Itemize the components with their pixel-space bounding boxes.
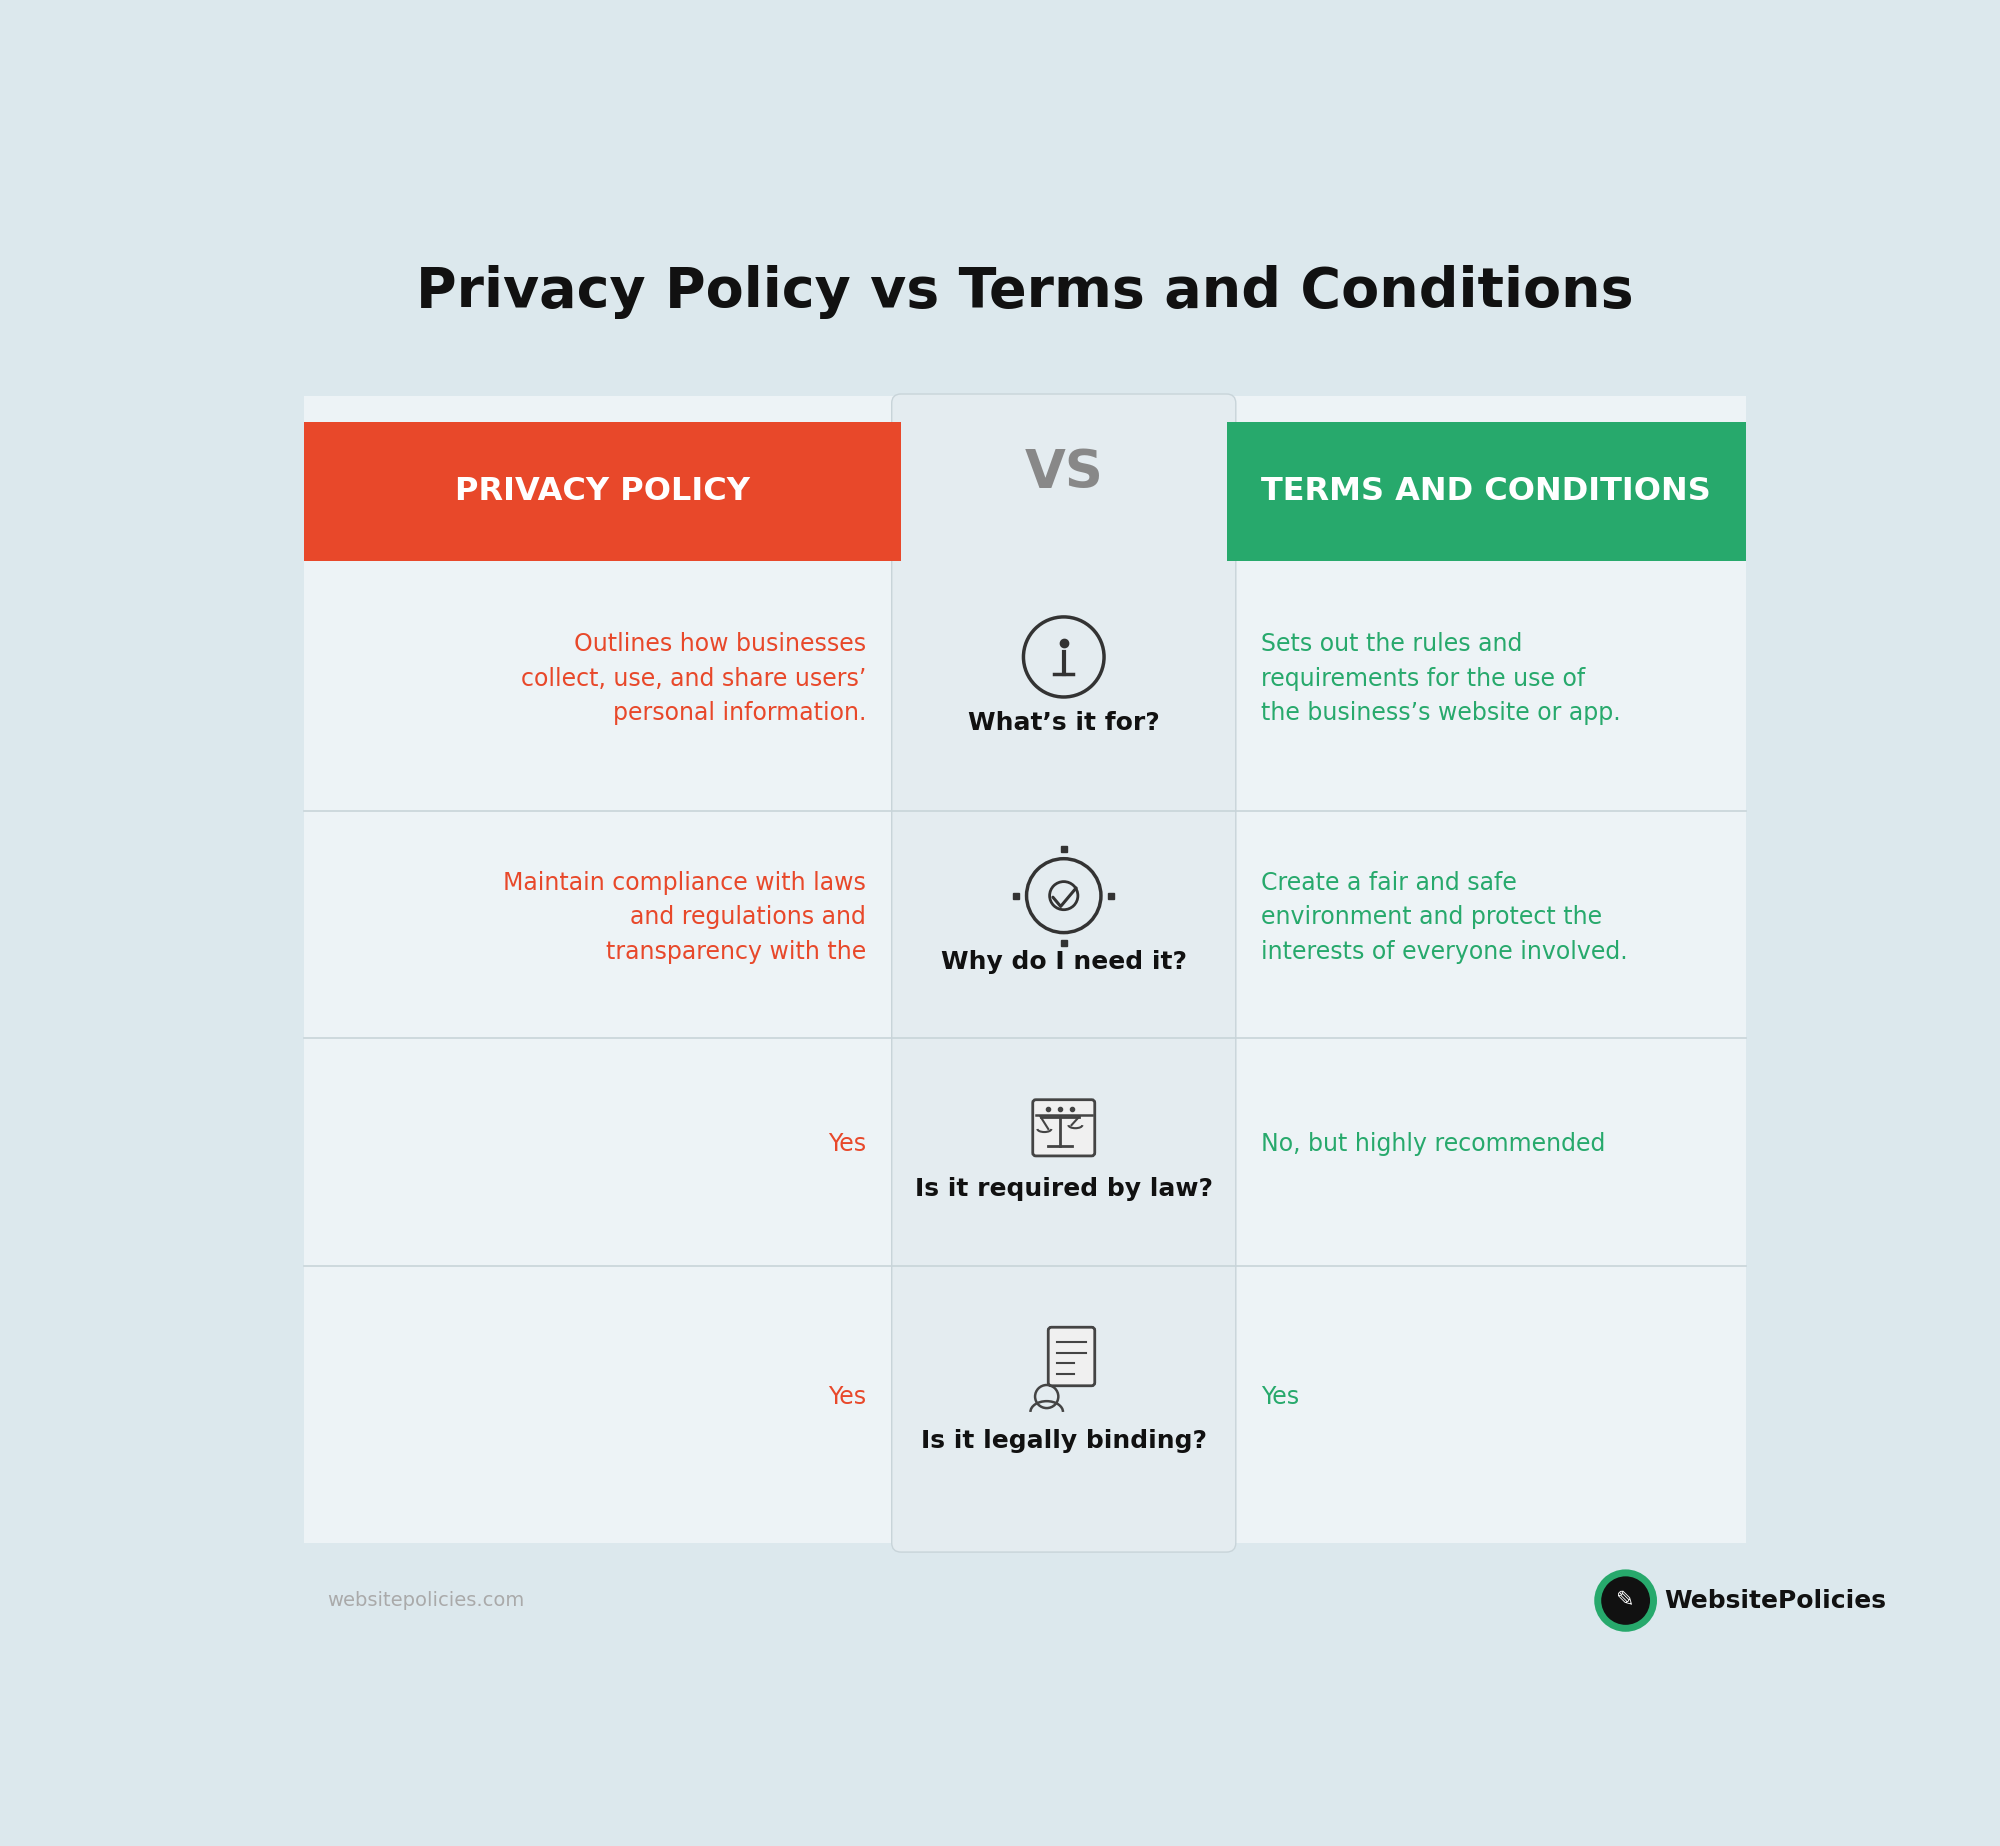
Text: TERMS AND CONDITIONS: TERMS AND CONDITIONS xyxy=(1262,476,1712,508)
Text: What’s it for?: What’s it for? xyxy=(968,711,1160,735)
Text: Maintain compliance with laws
and regulations and
transparency with the: Maintain compliance with laws and regula… xyxy=(504,871,866,964)
FancyBboxPatch shape xyxy=(1226,423,1746,561)
Text: Is it legally binding?: Is it legally binding? xyxy=(920,1429,1206,1453)
Text: Create a fair and safe
environment and protect the
interests of everyone involve: Create a fair and safe environment and p… xyxy=(1262,871,1628,964)
Text: Privacy Policy vs Terms and Conditions: Privacy Policy vs Terms and Conditions xyxy=(416,264,1634,319)
Text: Yes: Yes xyxy=(828,1384,866,1408)
Text: ✎: ✎ xyxy=(1616,1591,1634,1610)
FancyBboxPatch shape xyxy=(304,423,900,561)
FancyBboxPatch shape xyxy=(1226,395,1746,1543)
Text: websitepolicies.com: websitepolicies.com xyxy=(328,1591,524,1610)
FancyBboxPatch shape xyxy=(304,395,900,1543)
Text: Why do I need it?: Why do I need it? xyxy=(940,951,1186,975)
FancyBboxPatch shape xyxy=(1048,1327,1094,1386)
FancyBboxPatch shape xyxy=(892,393,1236,1552)
Text: Is it required by law?: Is it required by law? xyxy=(914,1178,1212,1202)
Text: VS: VS xyxy=(1024,447,1104,498)
Text: Yes: Yes xyxy=(1262,1384,1300,1408)
Text: WebsitePolicies: WebsitePolicies xyxy=(1664,1589,1886,1613)
Text: Yes: Yes xyxy=(828,1132,866,1156)
Text: Sets out the rules and
requirements for the use of
the business’s website or app: Sets out the rules and requirements for … xyxy=(1262,631,1620,725)
Text: Outlines how businesses
collect, use, and share users’
personal information.: Outlines how businesses collect, use, an… xyxy=(520,631,866,725)
Ellipse shape xyxy=(1598,1573,1654,1628)
Text: PRIVACY POLICY: PRIVACY POLICY xyxy=(456,476,750,508)
FancyBboxPatch shape xyxy=(1032,1100,1094,1156)
Text: No, but highly recommended: No, but highly recommended xyxy=(1262,1132,1606,1156)
